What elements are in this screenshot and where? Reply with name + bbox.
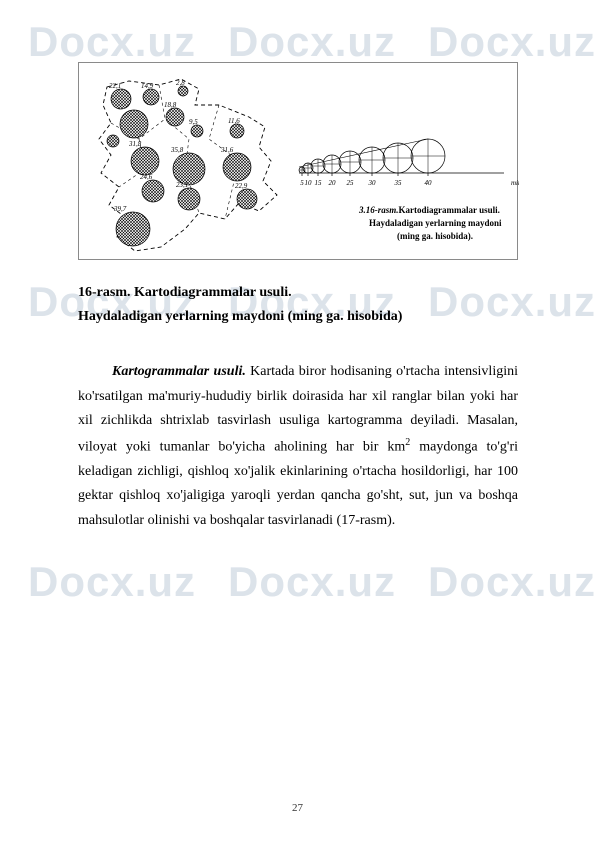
map-circle-label: 31,6 <box>220 146 234 154</box>
legend-tick-label: 10 <box>305 179 313 187</box>
map-circle-label: 22,9 <box>235 182 248 190</box>
page-number: 27 <box>0 802 595 814</box>
map-circle <box>131 147 159 175</box>
figure-caption-line: Haydaladigan yerlarning maydoni <box>369 218 502 228</box>
map-circle-label: 18,8 <box>164 101 177 109</box>
watermark: Docx.uz <box>228 18 396 66</box>
map-circle-label: 24,6 <box>140 173 153 181</box>
map-circle <box>230 124 244 138</box>
map-circle <box>111 89 131 109</box>
map-circle-label: 2,8 <box>176 79 185 87</box>
map-circle-label: 39,7 <box>113 205 127 213</box>
map-circle <box>116 212 150 246</box>
legend-scale: 510152025303540 ming. ga. <box>299 139 519 187</box>
caption-line-2: Haydaladigan yerlarning maydoni (ming ga… <box>78 306 518 328</box>
map-region: 22,1 14,9 2,8 18,8 9,5 11,6 31,8 35,8 31,6 24,6 23… <box>99 79 277 251</box>
map-circle-label: 11,6 <box>228 117 240 125</box>
map-circle <box>107 135 119 147</box>
map-circle <box>178 188 200 210</box>
kartodiagram-figure: 22,1 14,9 2,8 18,8 9,5 11,6 31,8 35,8 31,6 24,6 23… <box>79 63 519 261</box>
watermark: Docx.uz <box>428 558 595 606</box>
map-circle-label: 14,9 <box>141 82 154 90</box>
legend-tick-label: 40 <box>425 179 433 187</box>
caption-line-1: 16-rasm. Kartodiagrammalar usuli. <box>78 282 518 304</box>
legend-axis-label: ming. ga. <box>511 179 519 187</box>
legend-tick-label: 30 <box>368 179 377 187</box>
map-circle-label: 23,1 <box>176 181 188 189</box>
map-circle-label: 9,5 <box>189 118 198 126</box>
watermark: Docx.uz <box>28 558 196 606</box>
map-circle <box>143 89 159 105</box>
body-paragraph: Kartogrammalar usuli. Kartada biror hodi… <box>78 360 518 533</box>
map-circle-label: 22,1 <box>109 82 121 90</box>
legend-tick-label: 20 <box>329 179 337 187</box>
figure-outer-caption: 16-rasm. Kartodiagrammalar usuli. Haydal… <box>78 282 518 327</box>
figure-caption: 3.16-rasm.Kartodiagrammalar usuli. Hayda… <box>358 205 502 241</box>
map-circle <box>178 86 188 96</box>
watermark: Docx.uz <box>428 18 595 66</box>
map-circle-label: 31,8 <box>128 140 142 148</box>
watermark: Docx.uz <box>28 18 196 66</box>
map-circle <box>166 108 184 126</box>
figure-caption-line: (ming ga. hisobida). <box>397 231 473 241</box>
legend-tick-label: 15 <box>315 179 323 187</box>
map-circle <box>237 189 257 209</box>
watermark: Docx.uz <box>228 558 396 606</box>
map-circle <box>191 125 203 137</box>
figure-frame: 22,1 14,9 2,8 18,8 9,5 11,6 31,8 35,8 31,6 24,6 23… <box>78 62 518 260</box>
map-circle <box>142 180 164 202</box>
map-circle <box>223 153 251 181</box>
legend-tick-label: 25 <box>347 179 355 187</box>
figure-caption-line: 3.16-rasm.Kartodiagrammalar usuli. <box>358 205 500 215</box>
body-lead: Kartogrammalar usuli. <box>112 364 246 379</box>
legend-tick-label: 35 <box>394 179 403 187</box>
map-circle <box>120 110 148 138</box>
map-circle-label: 35,8 <box>170 146 184 154</box>
